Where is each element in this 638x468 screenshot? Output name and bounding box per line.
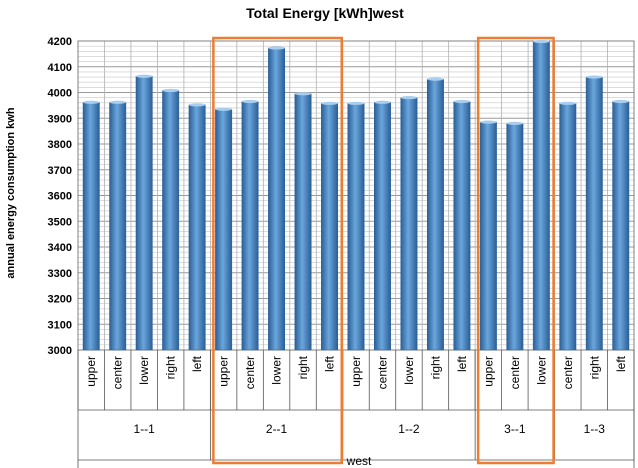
bar-top [188,103,206,107]
y-tick-label: 3700 [48,165,72,177]
y-tick-label: 3900 [48,113,72,125]
bar [374,102,391,351]
bar [612,101,630,351]
super-category-label: west [346,454,372,468]
x-category-label: center [508,356,522,389]
bar [506,123,524,351]
x-category-label: center [243,356,257,389]
y-tick-label: 3300 [48,268,72,280]
bar [479,121,497,351]
highlight-boxes [212,36,555,465]
x-category-label: lower [270,356,284,385]
highlight-box [476,36,555,465]
bar [585,76,603,351]
group-label: 1--2 [398,422,420,436]
bars [82,39,630,351]
y-ticks: 3000 3100 3200 3300 3400 3500 3600 3700 3800 3900… [48,36,72,357]
y-tick-label: 3400 [48,242,72,254]
y-axis-label: annual energy consumption kwh [5,107,17,278]
highlight-box [212,36,344,465]
x-category-label: upper [84,356,98,387]
bar-top [162,88,179,93]
bar [135,76,153,351]
x-category-label: right [587,355,601,379]
bar-top [109,100,126,104]
chart-title: Total Energy [kWh]west [246,5,404,21]
x-category-label: left [455,355,469,372]
bar-top [453,99,471,104]
bar [400,97,418,351]
bar-top [533,39,550,44]
bar [241,101,259,351]
y-tick-label: 4000 [48,88,72,100]
x-category-label: lower [402,356,416,385]
bar [532,41,550,351]
bar [109,102,127,351]
bar-top [559,101,577,105]
x-category-label: upper [481,356,495,387]
bar-top [586,75,603,79]
x-category-label: right [164,355,178,379]
y-tick-label: 3500 [48,216,72,228]
group-label: 1--1 [134,422,156,436]
bar-top [321,101,338,105]
x-category-label: right [296,355,310,379]
y-tick-label: 3600 [48,191,72,203]
bar [162,90,180,351]
x-category-label: upper [349,356,363,387]
y-tick-label: 3100 [48,319,72,331]
bar-top [612,99,629,104]
bar [321,103,338,351]
x-category-label: center [561,356,575,389]
x-category-label: left [323,355,337,372]
bar [347,103,365,351]
bar [215,108,233,351]
x-category-label: lower [137,356,151,385]
bar-top [347,101,365,105]
bar [559,103,577,351]
y-tick-label: 3200 [48,294,72,306]
bar [82,102,100,351]
bar [268,47,286,351]
group-label: 1--3 [584,422,606,436]
y-tick-label: 4100 [48,62,72,74]
bar [294,93,312,351]
y-tick-label: 4200 [48,36,72,48]
bar-top [374,100,391,104]
y-tick-label: 3800 [48,139,72,151]
group-label: 3--1 [504,422,526,436]
bar-top [241,99,259,104]
x-category-label: left [190,355,204,372]
x-axis: upper center lower right left upper center lowe… [77,350,635,468]
bar-top [135,74,153,78]
bar-top [427,77,444,81]
bar [188,104,206,351]
bar-top [83,100,100,104]
bar-top [480,120,497,124]
bar [453,101,471,351]
x-category-label: left [614,355,628,372]
x-category-label: center [375,356,389,389]
bar-top [400,96,418,100]
group-label: 2--1 [266,422,288,436]
bar-top [506,121,524,125]
x-category-label: right [428,355,442,379]
bar-top [268,46,285,50]
bar [426,78,444,351]
x-category-label: center [111,356,125,389]
x-category-label: upper [217,356,231,387]
y-tick-label: 3000 [48,345,72,357]
bar-top [294,92,312,96]
bar-top [215,107,232,111]
x-category-label: lower [534,356,548,385]
